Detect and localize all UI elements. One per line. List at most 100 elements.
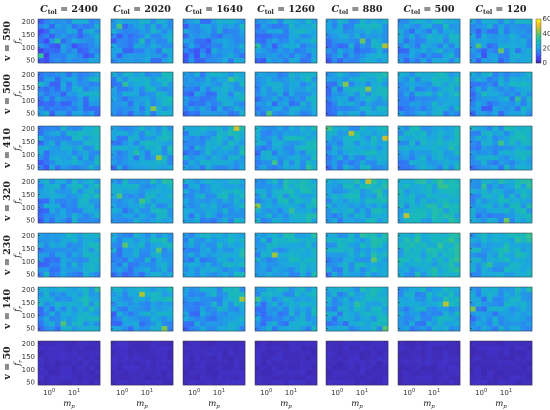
heatmap-cell xyxy=(60,53,67,59)
heatmap-cell xyxy=(300,188,307,194)
heatmap-cell xyxy=(260,267,267,273)
heatmap-cell xyxy=(503,19,510,25)
heatmap-cell xyxy=(43,360,50,366)
heatmap-cell xyxy=(448,316,455,322)
heatmap-cell xyxy=(266,183,273,190)
heatmap-cell xyxy=(122,306,129,312)
heatmap-cell xyxy=(60,165,67,171)
heatmap-cell xyxy=(194,350,201,356)
heatmap-cell xyxy=(431,145,438,151)
heatmap-cell xyxy=(83,213,90,219)
heatmap-cell xyxy=(300,179,307,185)
heatmap-cell xyxy=(294,208,301,214)
heatmap-cell xyxy=(277,291,284,298)
heatmap-cell xyxy=(205,316,212,322)
heatmap-cell xyxy=(509,76,516,83)
heatmap-cell xyxy=(311,140,318,146)
heatmap-cell xyxy=(486,326,493,332)
heatmap-cell xyxy=(365,111,372,117)
heatmap-cell xyxy=(66,81,73,87)
heatmap-cell xyxy=(77,23,84,30)
heatmap-cell xyxy=(326,101,332,107)
heatmap-cell xyxy=(38,135,44,141)
heatmap-cell xyxy=(443,165,450,171)
heatmap-cell xyxy=(409,86,416,92)
heatmap-cell xyxy=(127,375,134,381)
heatmap-cell xyxy=(311,33,318,39)
heatmap-cell xyxy=(515,23,522,30)
heatmap-cell xyxy=(116,341,123,347)
heatmap-cell xyxy=(300,150,307,156)
heatmap-cell xyxy=(498,188,505,194)
heatmap-cell xyxy=(503,91,510,97)
heatmap-cell xyxy=(277,101,284,107)
heatmap-cell xyxy=(139,126,146,132)
heatmap-cell xyxy=(498,58,505,64)
heatmap-cell xyxy=(156,237,163,244)
heatmap-cell xyxy=(133,345,140,352)
heatmap-cell xyxy=(266,126,273,132)
heatmap-cell xyxy=(354,272,361,278)
heatmap-cell xyxy=(216,96,223,102)
heatmap-cell xyxy=(503,130,510,137)
heatmap-cell xyxy=(371,183,378,190)
heatmap-cell xyxy=(188,76,195,83)
heatmap-cell xyxy=(414,233,421,239)
heatmap-cell xyxy=(127,380,134,386)
heatmap-cell xyxy=(331,203,338,209)
heatmap-cell xyxy=(526,179,533,185)
heatmap-cell xyxy=(498,203,505,209)
heatmap-cell xyxy=(161,58,168,64)
heatmap-cell xyxy=(94,91,101,97)
heatmap-cell xyxy=(331,96,338,102)
heatmap-cell xyxy=(342,370,349,376)
heatmap-cell xyxy=(66,316,73,322)
heatmap-cell xyxy=(54,213,61,219)
heatmap-cell xyxy=(161,155,168,161)
heatmap-cell xyxy=(222,150,229,156)
heatmap-cell xyxy=(509,188,516,194)
heatmap-cell xyxy=(127,28,134,34)
heatmap-cell xyxy=(337,257,344,263)
heatmap-cell xyxy=(94,380,101,386)
heatmap-cell xyxy=(116,350,123,356)
heatmap-cell xyxy=(38,101,44,107)
heatmap-cell xyxy=(60,96,67,102)
heatmap-cell xyxy=(526,257,533,263)
heatmap-cell xyxy=(342,272,349,278)
heatmap-cell xyxy=(94,193,101,199)
heatmap-cell xyxy=(127,48,134,54)
heatmap-cell xyxy=(54,233,61,239)
heatmap-cell xyxy=(167,218,174,224)
heatmap-cell xyxy=(365,375,372,381)
heatmap-cell xyxy=(71,183,78,190)
heatmap-cell xyxy=(60,38,67,44)
heatmap-cell xyxy=(311,350,318,356)
heatmap-cell xyxy=(199,72,206,78)
heatmap-cell xyxy=(420,91,427,97)
heatmap-cell xyxy=(183,160,189,166)
heatmap-cell xyxy=(211,19,218,25)
heatmap-cell xyxy=(216,19,223,25)
heatmap-cell xyxy=(38,19,44,25)
heatmap-cell xyxy=(481,262,488,268)
heatmap-cell xyxy=(371,165,378,171)
heatmap-cell xyxy=(498,375,505,381)
heatmap-cell xyxy=(199,360,206,366)
heatmap-cell xyxy=(156,23,163,30)
heatmap-cell xyxy=(71,208,78,214)
heatmap-cell xyxy=(127,370,134,376)
heatmap-cell xyxy=(398,218,404,224)
heatmap-cell xyxy=(260,262,267,268)
heatmap-cell xyxy=(216,193,223,199)
heatmap-cell xyxy=(382,198,389,204)
heatmap-cell xyxy=(337,106,344,112)
heatmap-cell xyxy=(398,28,404,34)
heatmap-cell xyxy=(420,291,427,298)
heatmap-cell xyxy=(437,233,444,239)
heatmap-cell xyxy=(66,341,73,347)
heatmap-cell xyxy=(161,130,168,137)
panel-frame xyxy=(397,232,461,278)
heatmap-cell xyxy=(359,208,366,214)
heatmap-cell xyxy=(222,183,229,190)
